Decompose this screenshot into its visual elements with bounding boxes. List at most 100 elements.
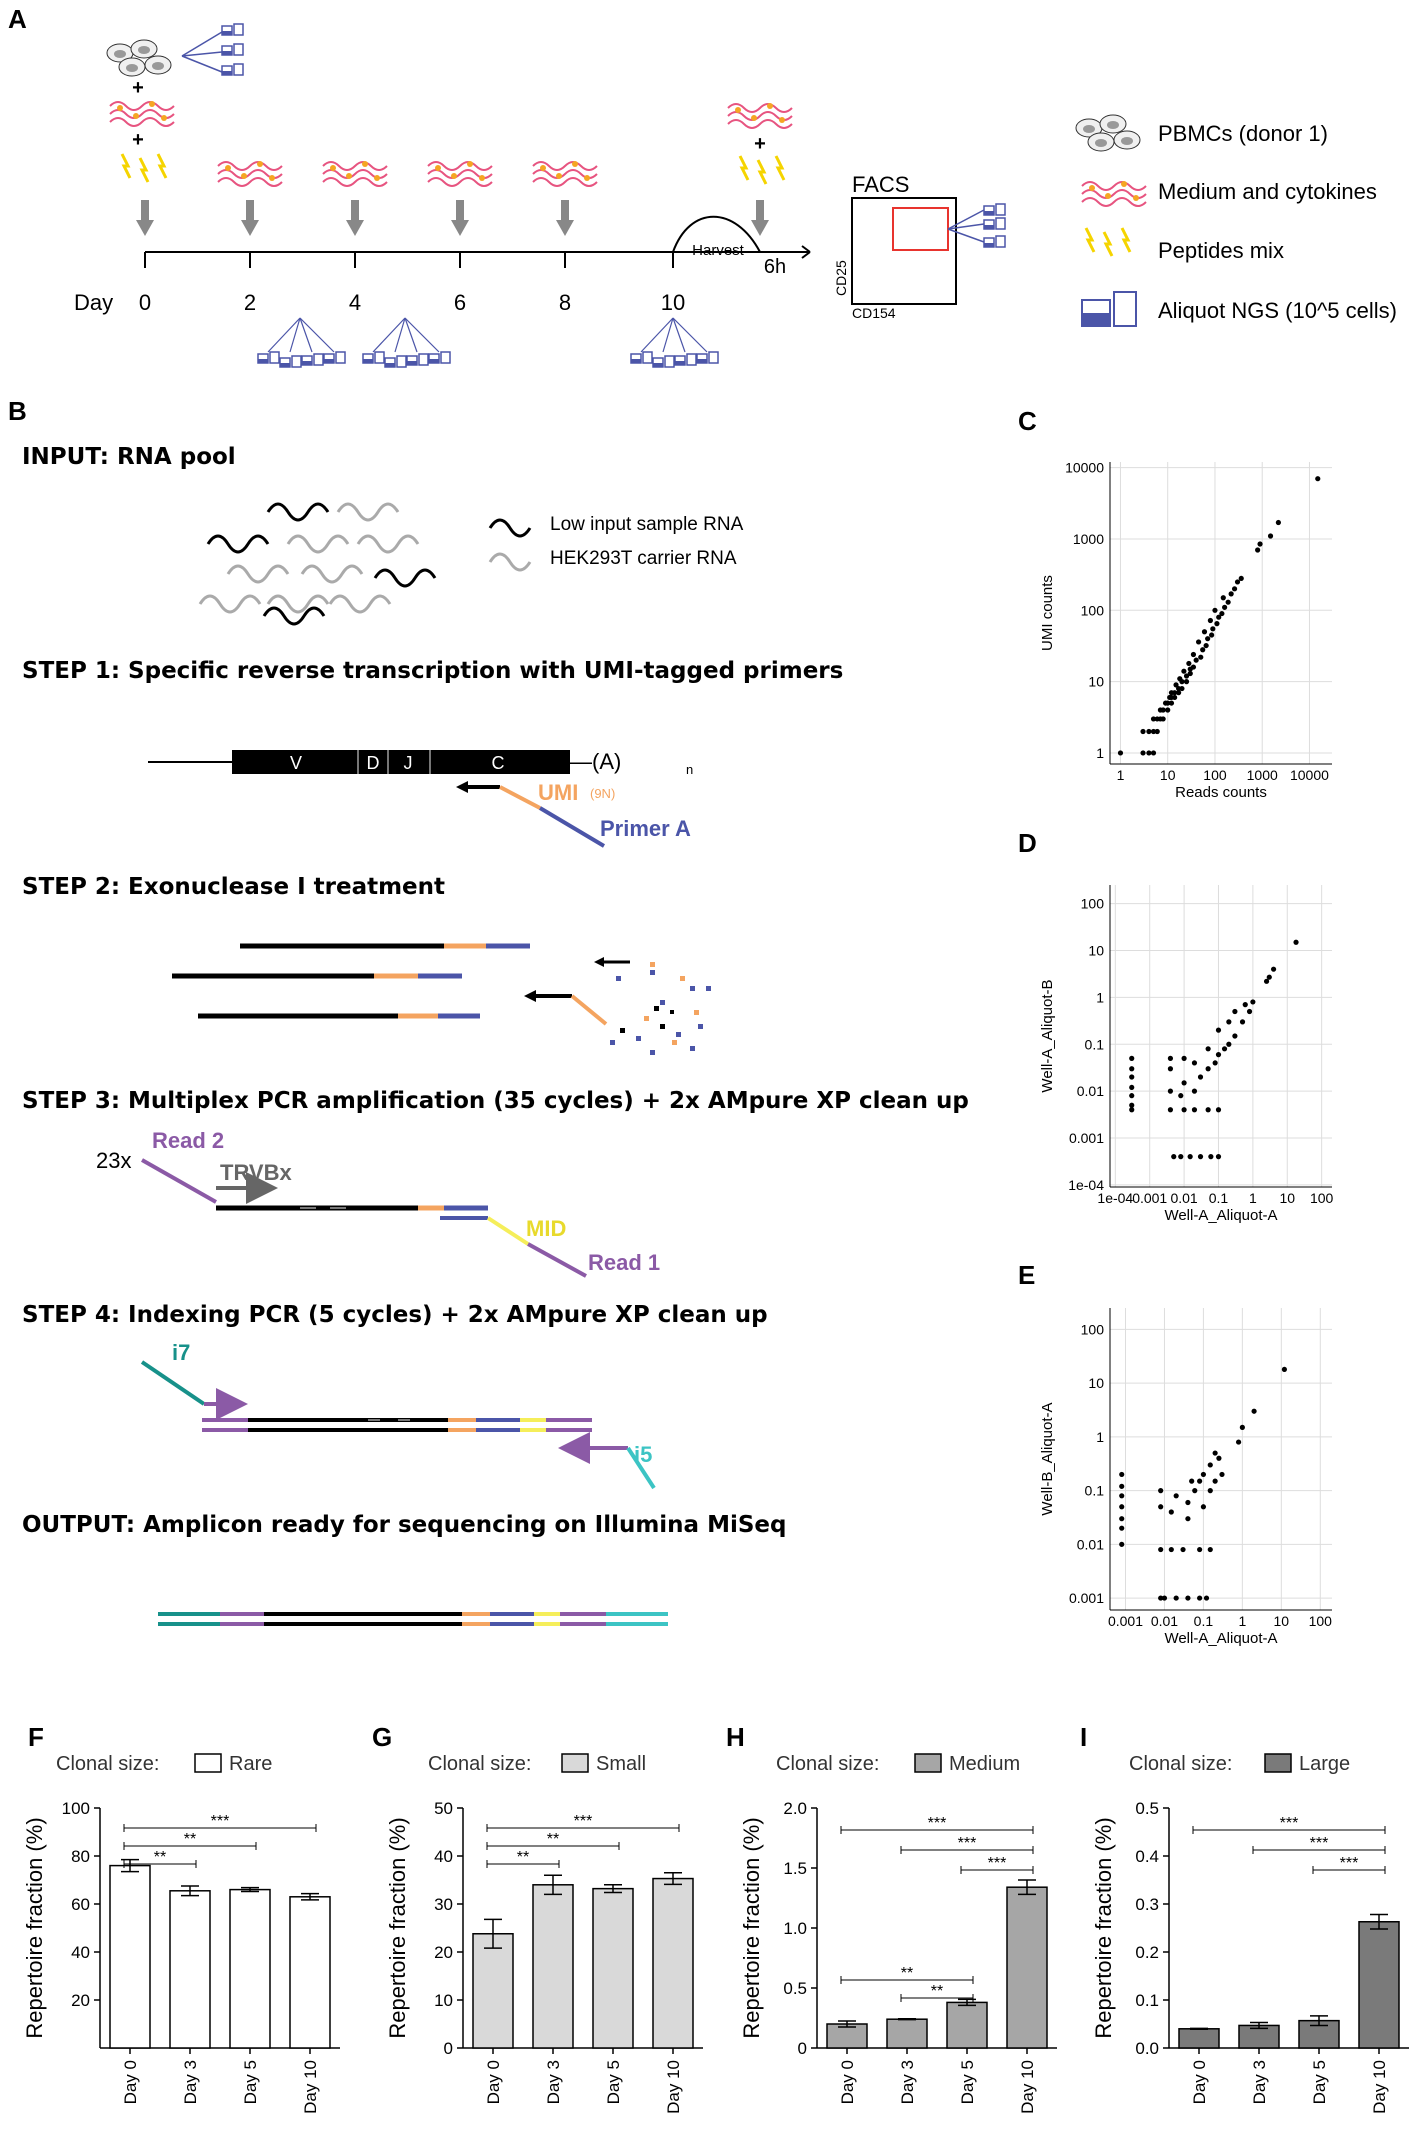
panel-label-h: H (726, 1722, 745, 1752)
day-tick: 4 (349, 290, 361, 315)
step3-diagram: 23x Read 2 TRVBx MID Read 1 (96, 1128, 660, 1278)
data-point (1203, 642, 1209, 649)
x-tick-label: 1e-04 (1097, 1190, 1133, 1206)
data-point (1187, 1154, 1193, 1160)
cells-icon (1075, 114, 1141, 152)
i7-label: i7 (172, 1340, 190, 1365)
data-point (1129, 1107, 1135, 1113)
data-point (1183, 679, 1190, 685)
data-point (1222, 604, 1228, 610)
data-point (1154, 728, 1160, 735)
data-point (1201, 629, 1208, 635)
x-tick-label: 1 (1238, 1613, 1246, 1629)
bar-chart-f: Clonal size: Rare 20 40 60 80 100 Repertoire fr… (22, 1753, 340, 2114)
x-tick-label: 0.001 (1108, 1613, 1143, 1629)
data-point (1176, 690, 1182, 696)
data-point (1255, 547, 1261, 553)
data-point (1119, 1504, 1125, 1510)
significance-stars: ** (154, 1849, 166, 1866)
y-tick-label: 0.5 (1135, 1799, 1159, 1818)
significance-stars: *** (1310, 1835, 1329, 1852)
y-tick-label: 0.1 (1085, 1036, 1105, 1052)
y-tick-label: 0 (798, 2039, 807, 2058)
legend-title: Clonal size: (776, 1753, 879, 1775)
bar (886, 2018, 928, 2049)
data-point (1173, 682, 1179, 688)
segment-v: V (290, 753, 302, 773)
data-point (1119, 1483, 1125, 1489)
x-tick-label: 0.001 (1132, 1190, 1167, 1206)
significance-stars: *** (211, 1813, 230, 1830)
read2-label: Read 2 (152, 1128, 224, 1153)
x-tick-label: Day 3 (898, 2060, 917, 2104)
legend-swatch (1264, 1753, 1292, 1773)
data-point (1173, 1595, 1179, 1601)
bar (1358, 1921, 1400, 2049)
bar-chart-i: Clonal size: Large 0.0 0.1 0.2 0.3 0.4 0.5 Reper… (1091, 1753, 1409, 2114)
y-tick-label: 1 (1096, 745, 1104, 761)
bar (289, 1896, 331, 2049)
x-tick-label: Day 0 (121, 2060, 140, 2104)
significance-stars: ** (547, 1831, 559, 1848)
data-point (1129, 1066, 1135, 1072)
y-tick-label: 0.1 (1135, 1991, 1159, 2010)
significance-stars: *** (574, 1813, 593, 1830)
data-point (1158, 1546, 1164, 1553)
x-tick-label: 100 (1309, 1613, 1333, 1629)
x-tick-label: Day 3 (544, 2060, 563, 2104)
peptide-icon (120, 152, 168, 184)
data-point (1158, 1488, 1164, 1494)
data-point (1197, 1478, 1203, 1484)
significance-stars: ** (184, 1831, 196, 1848)
data-point (1186, 660, 1192, 667)
x23-label: 23x (96, 1148, 131, 1173)
y-tick-label: 1.5 (783, 1859, 807, 1878)
bar (652, 1877, 694, 2049)
x-tick-label: 1 (1249, 1190, 1257, 1206)
plus-sign: + (132, 129, 144, 151)
data-point (1150, 750, 1157, 756)
y-tick-label: 40 (71, 1943, 90, 1962)
y-tick-label: 1e-04 (1068, 1177, 1104, 1193)
data-point (1181, 668, 1187, 674)
data-point (1220, 595, 1226, 601)
x-axis-title: Reads counts (1175, 784, 1267, 801)
panel-label-d: D (1018, 828, 1037, 858)
data-point (1197, 1595, 1203, 1601)
x-tick-label: 1 (1117, 767, 1125, 783)
medium-icon (427, 160, 493, 187)
y-axis-title: Repertoire fraction (%) (385, 1817, 410, 2038)
data-point (1191, 1107, 1198, 1113)
bar (109, 1864, 151, 2049)
x-tick-label: 0.01 (1170, 1190, 1197, 1206)
step4-title: STEP 4: Indexing PCR (5 cycles) + 2x AMp… (22, 1302, 768, 1328)
data-point (1221, 1046, 1228, 1052)
data-point (1172, 694, 1178, 701)
day-tick: 2 (244, 290, 256, 315)
scatter-c: 1 10 100 1000 10000 1 10 100 1000 10000 Reads coun… (1039, 460, 1332, 801)
y-tick-label: 30 (434, 1895, 453, 1914)
gray-arrows (136, 200, 769, 236)
x-tick-label: 100 (1203, 767, 1227, 783)
data-point (1157, 707, 1164, 713)
panel-label-b: B (8, 396, 27, 426)
data-point (1200, 1504, 1207, 1510)
panel-label-c: C (1018, 406, 1037, 436)
data-point (1119, 1493, 1125, 1499)
data-point (1203, 1595, 1210, 1601)
step1-title: STEP 1: Specific reverse transcription w… (22, 658, 843, 684)
data-point (1191, 1088, 1198, 1094)
data-point (1293, 939, 1299, 945)
timeline (144, 215, 811, 268)
legend-title: Clonal size: (428, 1753, 531, 1775)
data-point (1192, 1488, 1198, 1494)
step1-diagram: V D J C —(A) n UMI (9N) Primer A (148, 749, 693, 848)
x-tick-label: Day 5 (241, 2060, 260, 2104)
input-title: INPUT: RNA pool (22, 444, 236, 470)
data-point (1197, 1154, 1204, 1160)
medium-icon (322, 160, 388, 187)
data-point (1225, 599, 1231, 605)
y-tick-label: 0.5 (783, 1979, 807, 1998)
x-tick-label: Day 10 (1370, 2060, 1389, 2114)
plus-sign: + (754, 133, 766, 155)
